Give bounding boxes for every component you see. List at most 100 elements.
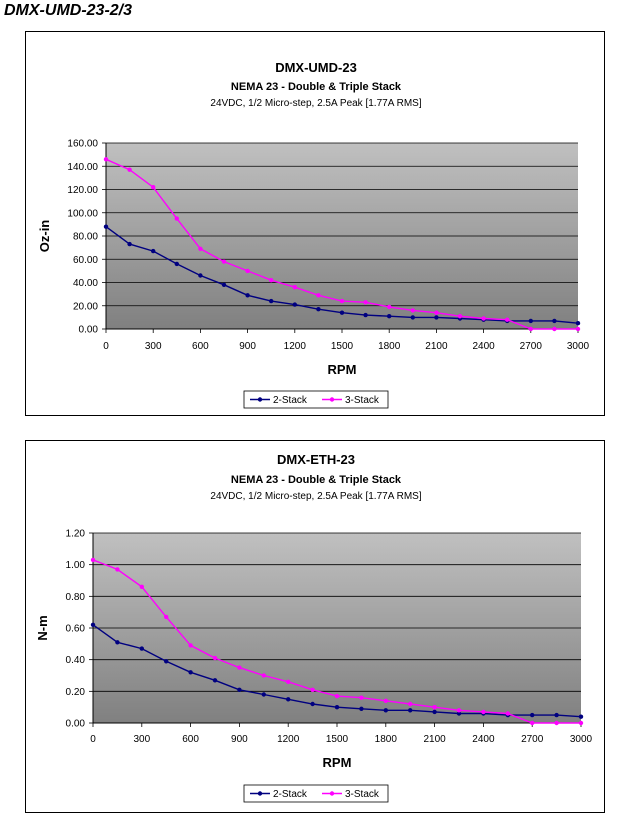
data-point — [575, 321, 581, 326]
y-tick-label: 0.00 — [79, 325, 99, 336]
data-point — [221, 282, 227, 287]
data-point — [456, 708, 462, 713]
data-point — [575, 326, 581, 332]
y-tick-label: 100.00 — [67, 208, 98, 219]
x-tick-label: 0 — [90, 734, 96, 745]
y-tick-label: 60.00 — [73, 255, 98, 266]
torque-chart-n-m: DMX-ETH-23 NEMA 23 - Double & Triple Stac… — [35, 452, 593, 803]
y-tick-label: 1.20 — [66, 529, 86, 540]
x-axis-label: RPM — [328, 362, 357, 377]
data-point — [552, 326, 557, 332]
chart-title: DMX-UMD-23 — [275, 60, 357, 75]
x-axis-label: RPM — [323, 755, 352, 770]
chart-panel-oz-in: DMX-UMD-23 NEMA 23 - Double & Triple Stac… — [25, 31, 605, 416]
x-tick-label: 2400 — [472, 734, 495, 745]
y-tick-label: 0.20 — [66, 687, 86, 698]
data-point — [269, 278, 274, 283]
y-tick-label: 140.00 — [67, 162, 98, 173]
data-point — [552, 318, 557, 324]
data-point — [554, 720, 559, 726]
data-point — [261, 692, 266, 697]
data-point — [90, 557, 96, 563]
torque-chart-oz-in: DMX-UMD-23 NEMA 23 - Double & Triple Stac… — [37, 60, 590, 409]
data-point — [188, 643, 193, 648]
data-point — [387, 314, 392, 319]
y-tick-label: 80.00 — [73, 232, 98, 243]
data-point — [410, 315, 415, 320]
data-point — [456, 711, 462, 716]
page-title: DMX-UMD-23-2/3 — [4, 2, 133, 19]
data-point — [408, 708, 413, 713]
data-point — [434, 310, 439, 315]
data-point — [383, 708, 388, 713]
y-tick-label: 120.00 — [67, 185, 98, 196]
data-point — [198, 246, 203, 251]
legend-swatch-marker — [329, 397, 335, 402]
y-axis-label: Oz-in — [37, 220, 52, 253]
data-point — [434, 315, 439, 320]
legend-label: 2-Stack — [273, 395, 308, 406]
data-point — [310, 687, 315, 692]
series-3-stack — [103, 157, 581, 332]
data-point — [578, 714, 584, 719]
legend-box — [243, 390, 389, 409]
y-tick-label: 1.00 — [66, 560, 86, 571]
data-point — [554, 712, 559, 718]
y-tick-label: 0.00 — [66, 719, 86, 730]
x-tick-label: 2700 — [521, 734, 544, 745]
x-tick-label: 0 — [103, 341, 109, 352]
x-tick-label: 2100 — [425, 341, 448, 352]
data-point — [115, 567, 120, 572]
data-point — [245, 293, 250, 298]
data-point — [339, 310, 345, 315]
x-tick-label: 300 — [145, 341, 162, 352]
chart-legend: 2-Stack 3-Stack — [243, 784, 389, 803]
legend-label: 3-Stack — [345, 789, 380, 800]
data-point — [528, 326, 533, 332]
data-point — [410, 308, 415, 313]
chart-legend: 2-Stack 3-Stack — [243, 390, 389, 409]
data-point — [316, 307, 321, 312]
data-point — [432, 705, 437, 710]
data-point — [383, 698, 388, 703]
data-point — [237, 665, 242, 670]
legend-swatch-marker — [257, 397, 263, 402]
x-tick-label: 600 — [192, 341, 209, 352]
data-point — [286, 679, 291, 684]
data-point — [151, 185, 156, 190]
data-point — [505, 317, 510, 322]
data-point — [174, 261, 179, 267]
chart-subtitle: NEMA 23 - Double & Triple Stack — [231, 81, 402, 93]
legend-swatch-marker — [329, 791, 335, 796]
data-point — [528, 318, 533, 324]
data-point — [316, 293, 321, 298]
y-axis-label: N-m — [35, 615, 50, 640]
series-2-stack — [103, 224, 581, 326]
data-point — [505, 711, 510, 716]
data-point — [359, 706, 364, 711]
data-point — [359, 695, 364, 700]
data-point — [339, 298, 345, 304]
y-tick-label: 0.60 — [66, 624, 86, 635]
chart-subtitle-2: 24VDC, 1/2 Micro-step, 2.5A Peak [1.77A … — [210, 98, 421, 109]
x-tick-label: 300 — [133, 734, 150, 745]
x-tick-label: 1800 — [375, 734, 398, 745]
series-3-stack — [90, 557, 584, 726]
data-point — [286, 697, 291, 702]
data-point — [334, 705, 340, 710]
data-point — [310, 701, 315, 707]
x-tick-label: 2700 — [520, 341, 543, 352]
data-point — [139, 646, 144, 651]
data-point — [481, 316, 486, 321]
data-point — [363, 312, 368, 318]
data-point — [221, 259, 227, 264]
x-tick-label: 3000 — [567, 341, 590, 352]
data-point — [292, 285, 297, 290]
y-tick-label: 160.00 — [67, 139, 98, 150]
data-point — [481, 709, 486, 715]
data-point — [127, 241, 132, 247]
x-tick-label: 900 — [239, 341, 256, 352]
data-point — [139, 584, 144, 589]
y-tick-label: 40.00 — [73, 278, 98, 289]
data-point — [212, 655, 218, 661]
